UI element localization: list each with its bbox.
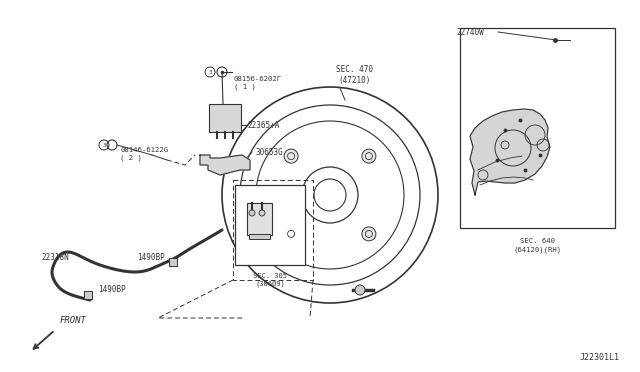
Bar <box>235 185 305 265</box>
Text: 22318N: 22318N <box>41 253 69 263</box>
Text: 22740W: 22740W <box>456 28 484 36</box>
Text: 08146-6122G
( 2 ): 08146-6122G ( 2 ) <box>120 147 168 161</box>
Circle shape <box>284 227 298 241</box>
Text: 30653G: 30653G <box>255 148 283 157</box>
Text: 3: 3 <box>208 70 212 74</box>
Text: MT: MT <box>292 190 302 199</box>
Circle shape <box>284 149 298 163</box>
Text: 1490BP: 1490BP <box>137 253 165 262</box>
Bar <box>247 203 272 235</box>
Text: SEC. 640
(64120)(RH): SEC. 640 (64120)(RH) <box>513 238 561 253</box>
Text: J22301L1: J22301L1 <box>580 353 620 362</box>
Circle shape <box>314 179 346 211</box>
Circle shape <box>259 210 265 216</box>
Bar <box>460 28 615 228</box>
Text: SEC. 305
(30609): SEC. 305 (30609) <box>253 273 287 287</box>
Bar <box>169 258 177 266</box>
Bar <box>249 234 270 239</box>
Circle shape <box>362 149 376 163</box>
Circle shape <box>362 227 376 241</box>
Polygon shape <box>200 155 250 175</box>
Text: 3: 3 <box>102 142 106 148</box>
Text: FRONT: FRONT <box>60 316 87 325</box>
Circle shape <box>355 285 365 295</box>
Text: 22365+A: 22365+A <box>247 121 280 129</box>
Bar <box>209 104 241 132</box>
Polygon shape <box>470 109 550 195</box>
Circle shape <box>249 210 255 216</box>
Text: 1490BP: 1490BP <box>98 285 125 295</box>
Text: SEC. 470
(47210): SEC. 470 (47210) <box>337 65 374 85</box>
Bar <box>84 291 92 299</box>
Text: 08156-6202Γ
( 1 ): 08156-6202Γ ( 1 ) <box>234 76 282 90</box>
